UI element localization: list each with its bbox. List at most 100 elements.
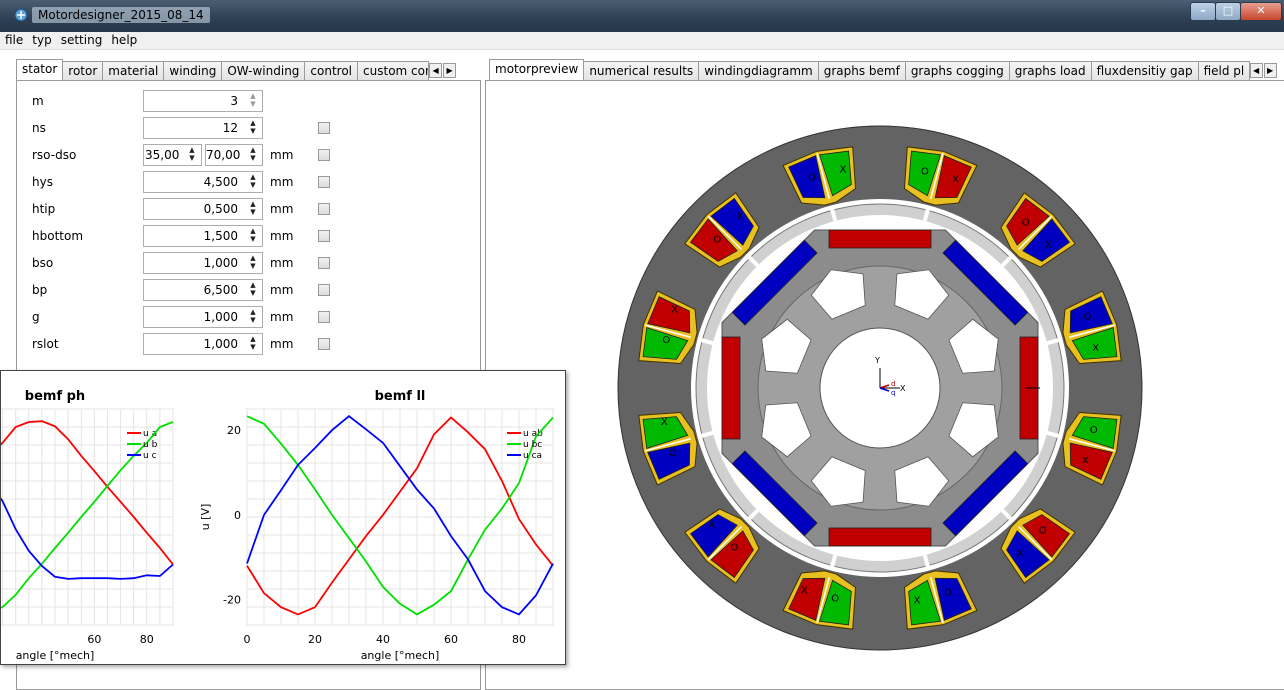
tab-fluxdensitiy-gap[interactable]: fluxdensitiy gap	[1091, 61, 1199, 80]
param-checkbox[interactable]	[318, 176, 330, 188]
coil-label-x: X	[914, 596, 921, 607]
coil-label-o: O	[1090, 425, 1098, 436]
param-input-bso[interactable]: 1,000 ▲▼	[143, 252, 263, 274]
param-checkbox[interactable]	[318, 122, 330, 134]
tab-windingdiagramm[interactable]: windingdiagramm	[698, 61, 819, 80]
coil-label-x: X	[708, 520, 715, 531]
param-checkbox[interactable]	[318, 149, 330, 161]
param-input-ns[interactable]: 12 ▲▼	[143, 117, 263, 139]
menu-file[interactable]: file	[0, 32, 27, 49]
x-tick-label: 0	[244, 633, 251, 646]
rotor-magnet	[722, 337, 740, 439]
param-input-rso-dso-1[interactable]: 35,000▲▼	[143, 144, 202, 166]
close-button[interactable]: ✕	[1240, 2, 1282, 21]
tab-graphs-bemf[interactable]: graphs bemf	[818, 61, 906, 80]
tab-graphs-load[interactable]: graphs load	[1009, 61, 1092, 80]
spin-arrows-icon[interactable]: ▲▼	[247, 200, 259, 218]
param-value: 1,000	[204, 256, 238, 270]
param-input-g[interactable]: 1,000▲▼	[143, 306, 263, 328]
menu-setting[interactable]: setting	[56, 32, 107, 49]
spin-arrows-icon[interactable]: ▲▼	[247, 254, 259, 272]
param-value: 12	[223, 121, 238, 135]
tab-winding[interactable]: winding	[163, 61, 222, 80]
tab-scroll-left-icon[interactable]: ◀	[429, 63, 442, 78]
param-checkbox[interactable]	[318, 311, 330, 323]
tab-scroll-right-icon[interactable]: ▶	[1264, 63, 1277, 78]
tab-custom-cont[interactable]: custom cont	[357, 61, 429, 80]
param-unit: mm	[270, 283, 293, 297]
param-input-m[interactable]: 3▲▼	[143, 90, 263, 112]
chart-title: bemf ph	[25, 389, 85, 404]
legend-entry: u b	[143, 440, 158, 450]
param-label: m	[32, 94, 44, 108]
spin-arrows-icon[interactable]: ▲▼	[247, 227, 259, 245]
param-value: 6,500	[204, 283, 238, 297]
coil-label-x: X	[1017, 548, 1024, 559]
param-label: g	[32, 310, 40, 324]
param-checkbox[interactable]	[318, 257, 330, 269]
menu-help[interactable]: help	[106, 32, 141, 49]
spin-arrows-icon[interactable]: ▲▼	[247, 335, 259, 353]
param-label: rslot	[32, 337, 59, 351]
tab-rotor[interactable]: rotor	[62, 61, 103, 80]
spin-arrows-icon[interactable]: ▲▼	[247, 146, 259, 164]
param-checkbox[interactable]	[318, 284, 330, 296]
minimize-button[interactable]: –	[1190, 2, 1216, 21]
app-icon	[14, 8, 28, 22]
coil-label-x: X	[839, 164, 846, 175]
coil-label-o: O	[1022, 217, 1030, 228]
coil-label-o: O	[831, 594, 839, 605]
coil-label-o: O	[944, 587, 952, 598]
spin-arrows-icon[interactable]: ▲▼	[247, 173, 259, 191]
param-row-bp: bp 6,500 ▲▼ mm	[16, 279, 466, 301]
tab-field-pl[interactable]: field pl	[1198, 61, 1250, 80]
param-input-hbottom[interactable]: 1,500▲▼	[143, 225, 263, 247]
axis-d-label: d	[891, 380, 895, 388]
param-input-rslot[interactable]: 1,000 ▲▼	[143, 333, 263, 355]
param-checkbox[interactable]	[318, 203, 330, 215]
spin-arrows-icon[interactable]: ▲▼	[247, 281, 259, 299]
tab-ow-winding[interactable]: OW-winding	[221, 61, 305, 80]
tab-material[interactable]: material	[102, 61, 164, 80]
menu-typ[interactable]: typ	[27, 32, 55, 49]
param-unit: mm	[270, 310, 293, 324]
legend-entry: u ca	[523, 451, 542, 461]
param-checkbox[interactable]	[318, 338, 330, 350]
spin-arrows-icon[interactable]: ▲▼	[247, 119, 259, 137]
param-label: bp	[32, 283, 47, 297]
maximize-button[interactable]: □	[1215, 2, 1241, 21]
coil-label-o: O	[669, 448, 677, 459]
tab-scroll-left-icon[interactable]: ◀	[1250, 63, 1263, 78]
window-title: Motordesigner_2015_08_14	[32, 7, 210, 23]
param-input-bp[interactable]: 6,500 ▲▼	[143, 279, 263, 301]
param-value: 1,000	[204, 337, 238, 351]
tab-motorpreview[interactable]: motorpreview	[489, 59, 584, 80]
param-input-htip[interactable]: 0,500▲▼	[143, 198, 263, 220]
param-input-hys[interactable]: 4,500▲▼	[143, 171, 263, 193]
tab-scroll-right-icon[interactable]: ▶	[443, 63, 456, 78]
tab-control[interactable]: control	[304, 61, 358, 80]
x-tick-label: 80	[140, 633, 154, 646]
coil-label-x: X	[1045, 240, 1052, 251]
coil-label-x: X	[661, 417, 668, 428]
spin-arrows-icon[interactable]: ▲▼	[186, 146, 198, 164]
y-tick-label: 20	[227, 424, 241, 437]
param-label: htip	[32, 202, 55, 216]
tab-numerical-results[interactable]: numerical results	[583, 61, 699, 80]
param-input-rso-dso-2[interactable]: 70,000▲▼	[205, 144, 263, 166]
param-checkbox[interactable]	[318, 230, 330, 242]
tab-stator[interactable]: stator	[16, 59, 63, 80]
tab-graphs-cogging[interactable]: graphs cogging	[905, 61, 1010, 80]
x-tick-label: 80	[512, 633, 526, 646]
spin-arrows-icon[interactable]: ▲▼	[247, 92, 259, 110]
chart-title: bemf ll	[375, 389, 426, 404]
spin-arrows-icon[interactable]: ▲▼	[247, 308, 259, 326]
x-tick-label: 40	[376, 633, 390, 646]
param-unit: mm	[270, 229, 293, 243]
